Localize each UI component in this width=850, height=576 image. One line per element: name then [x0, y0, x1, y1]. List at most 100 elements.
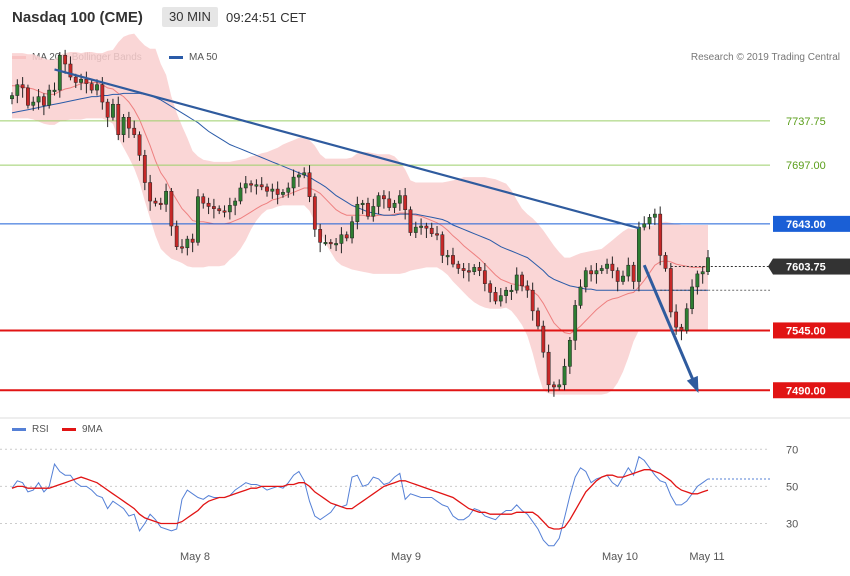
candle-body [297, 174, 301, 178]
candle-body [206, 202, 211, 207]
ma9-label: 9MA [82, 424, 103, 435]
candle [217, 205, 222, 215]
level-tag-7643.00 [773, 215, 850, 232]
research-credit: Research © 2019 Trading Central [690, 52, 840, 63]
candle [382, 190, 386, 209]
candle [254, 179, 259, 195]
candle-body [509, 289, 514, 292]
candle-body [217, 208, 222, 212]
legend-9ma: 9MA [62, 424, 103, 435]
candle [196, 189, 200, 246]
candle-body [148, 182, 153, 202]
candle-body [541, 325, 546, 353]
candle-body [658, 213, 663, 256]
candle-body [20, 84, 25, 89]
candle [68, 56, 73, 81]
candle-body [68, 63, 73, 78]
candle [578, 279, 583, 309]
candle [706, 249, 710, 275]
candle-body [536, 310, 540, 327]
candle-body [477, 267, 482, 271]
candle [429, 222, 434, 237]
price-panel: 7737.75 7697.00 7643.00 7603.75 7545.00 7490.… [0, 33, 850, 399]
candle-body [594, 270, 599, 275]
candle [504, 286, 509, 304]
candle [605, 258, 609, 274]
candle [36, 89, 41, 110]
candle [20, 77, 25, 98]
rsi-swatch [12, 428, 26, 431]
candle [339, 227, 344, 254]
candle [312, 193, 317, 237]
candle-body [456, 263, 461, 269]
candle-body [132, 127, 137, 135]
candle [615, 267, 620, 292]
candle [668, 263, 673, 318]
candle [63, 49, 68, 74]
candle-body [530, 289, 535, 312]
chart-header: Nasdaq 100 (CME) 30 MIN 09:24:51 CET [0, 0, 850, 36]
candle-body [445, 255, 450, 258]
candle [621, 270, 625, 285]
candle [371, 198, 376, 222]
candle-body [302, 172, 307, 176]
candle-body [100, 84, 105, 103]
candle-body [89, 83, 94, 91]
candle-body [668, 268, 673, 313]
candle-body [413, 226, 418, 233]
level-tag-7545.00 [773, 322, 850, 339]
candle-body [201, 196, 206, 204]
candle-body [180, 246, 184, 249]
candle [10, 92, 14, 105]
candle-body [706, 257, 710, 272]
candle-body [376, 195, 381, 207]
candle [249, 180, 253, 193]
candle [41, 93, 46, 116]
candle-body [121, 117, 126, 135]
candle-body [419, 225, 423, 228]
candle-body [265, 186, 269, 192]
candle [461, 263, 466, 279]
candle [238, 182, 243, 205]
candle [355, 196, 360, 230]
candle [403, 187, 408, 220]
candle-body [286, 187, 291, 193]
candle-body [281, 192, 285, 195]
candle [541, 320, 546, 358]
candle [567, 336, 572, 374]
candle [626, 257, 631, 282]
candle [180, 239, 184, 254]
current-price-pointer [768, 258, 773, 275]
candle [647, 214, 652, 230]
candle-body [589, 270, 594, 275]
candle-body [328, 242, 333, 245]
candle-body [185, 238, 190, 249]
ma50-swatch [169, 56, 183, 59]
candle-body [679, 326, 684, 331]
candle-body [546, 351, 551, 386]
candle [498, 288, 503, 307]
candle-body [557, 384, 562, 388]
candle-body [578, 286, 583, 306]
x-axis-label: May 10 [602, 551, 638, 563]
candle-body [652, 213, 657, 218]
candle-body [461, 268, 466, 271]
candle [562, 358, 567, 391]
candle-body [626, 264, 631, 277]
timeframe-selector[interactable]: 30 MIN [162, 7, 218, 27]
candle [111, 98, 115, 121]
candle [514, 267, 519, 294]
candle [158, 197, 163, 210]
candle [328, 239, 333, 249]
candle-body [504, 289, 509, 296]
candle-body [339, 234, 344, 244]
downtrend-line [54, 68, 640, 230]
candle-body [95, 84, 99, 91]
candle [47, 84, 52, 109]
candle [477, 261, 482, 277]
candle-body [397, 195, 402, 204]
candle [57, 52, 62, 98]
candle [690, 279, 694, 315]
candle-body [15, 84, 20, 96]
